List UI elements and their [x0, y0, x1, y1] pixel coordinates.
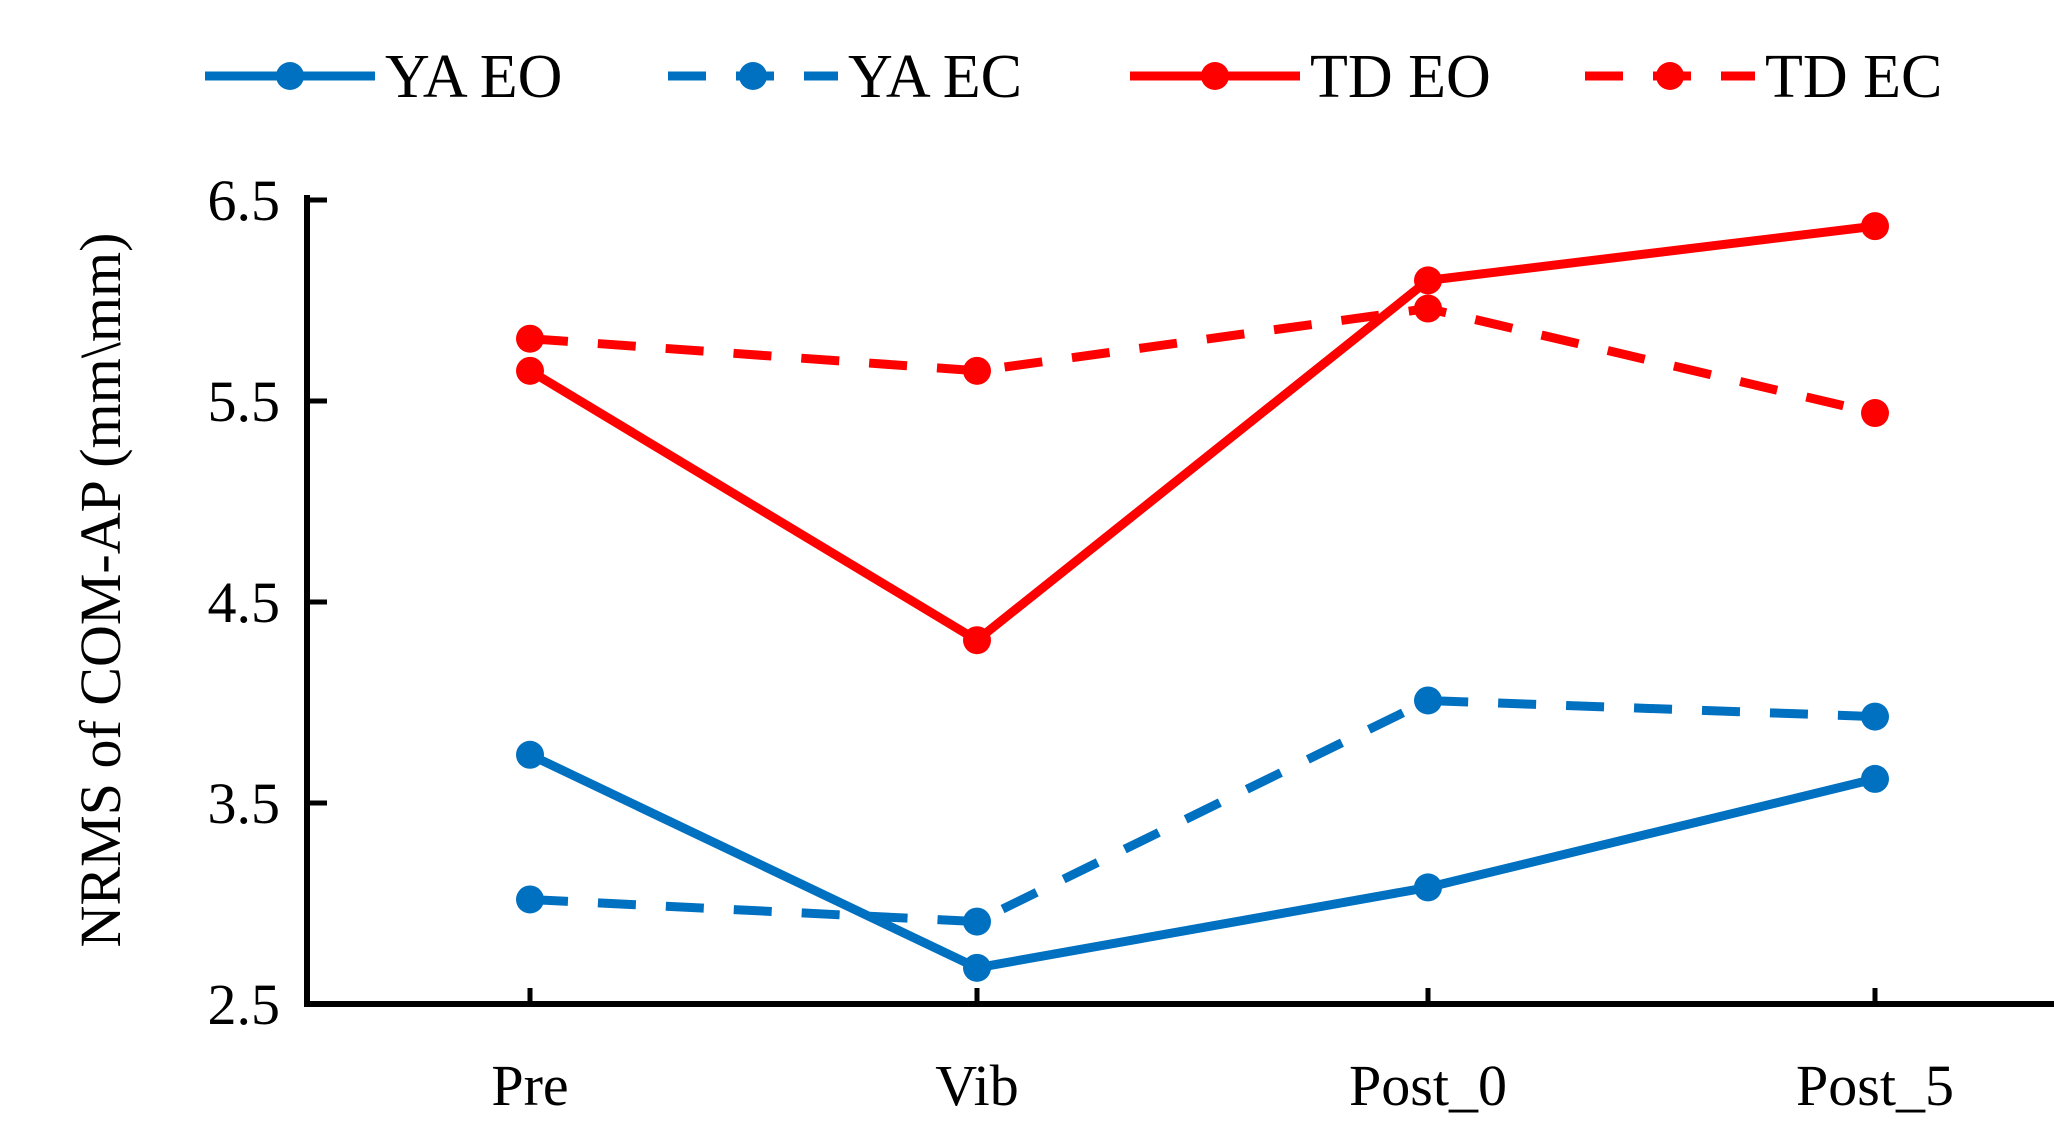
data-point-td-eo	[1414, 266, 1442, 295]
x-tick-label: Post_0	[1349, 1053, 1507, 1118]
x-tick-label: Pre	[491, 1053, 568, 1118]
data-point-td-eo	[1861, 212, 1889, 241]
series-line-td-eo	[527, 221, 1876, 645]
series-line-ya-eo	[528, 750, 1877, 973]
legend-label: YA EO	[385, 43, 562, 111]
legend: YA EO YA EC TD EO TD EC	[205, 43, 1942, 111]
series-line-td-ec	[529, 304, 1877, 418]
data-point-td-eo	[963, 626, 991, 655]
data-point-ya-ec	[1414, 686, 1442, 715]
legend-item-ya-eo: YA EO	[205, 43, 562, 111]
data-point-ya-eo	[516, 740, 544, 769]
series-td-ec	[516, 294, 1889, 428]
series-line-ya-ec	[529, 696, 1876, 927]
legend-marker	[1656, 62, 1684, 90]
series-layer	[516, 212, 1889, 982]
series-td-eo	[516, 212, 1889, 655]
data-point-ya-eo	[1861, 764, 1889, 793]
y-tick-label: 4.5	[208, 570, 281, 635]
legend-item-ya-ec: YA EC	[668, 43, 1022, 111]
legend-item-td-ec: TD EC	[1585, 43, 1942, 111]
y-tick-label: 3.5	[208, 771, 281, 836]
data-point-td-ec	[1861, 399, 1889, 428]
series-ya-eo	[516, 740, 1889, 982]
legend-marker	[739, 62, 767, 90]
data-point-td-ec	[963, 356, 991, 385]
data-point-td-ec	[1414, 294, 1442, 323]
legend-marker	[276, 62, 304, 90]
legend-item-td-eo: TD EO	[1130, 43, 1491, 111]
data-point-td-ec	[516, 324, 544, 353]
y-axis-title: NRMS of COM-AP (mm\mm)	[68, 233, 133, 948]
axes: 2.5 3.5 4.5 5.5 6.5 Pre Vib Post_0 Post_5	[208, 168, 2054, 1118]
legend-label: YA EC	[848, 43, 1022, 111]
legend-marker	[1201, 62, 1229, 90]
y-tick-label: 5.5	[208, 369, 281, 434]
legend-label: TD EC	[1765, 43, 1942, 111]
data-point-ya-ec	[516, 885, 544, 914]
data-point-ya-ec	[1861, 702, 1889, 731]
y-tick-label: 2.5	[208, 972, 281, 1037]
x-tick-label: Vib	[935, 1053, 1019, 1118]
series-ya-ec	[516, 686, 1889, 936]
y-tick-label: 6.5	[208, 168, 281, 233]
legend-label: TD EO	[1310, 43, 1491, 111]
data-point-ya-ec	[963, 907, 991, 936]
data-point-ya-eo	[963, 953, 991, 982]
data-point-td-eo	[516, 356, 544, 385]
x-tick-label: Post_5	[1796, 1053, 1954, 1118]
data-point-ya-eo	[1414, 873, 1442, 902]
